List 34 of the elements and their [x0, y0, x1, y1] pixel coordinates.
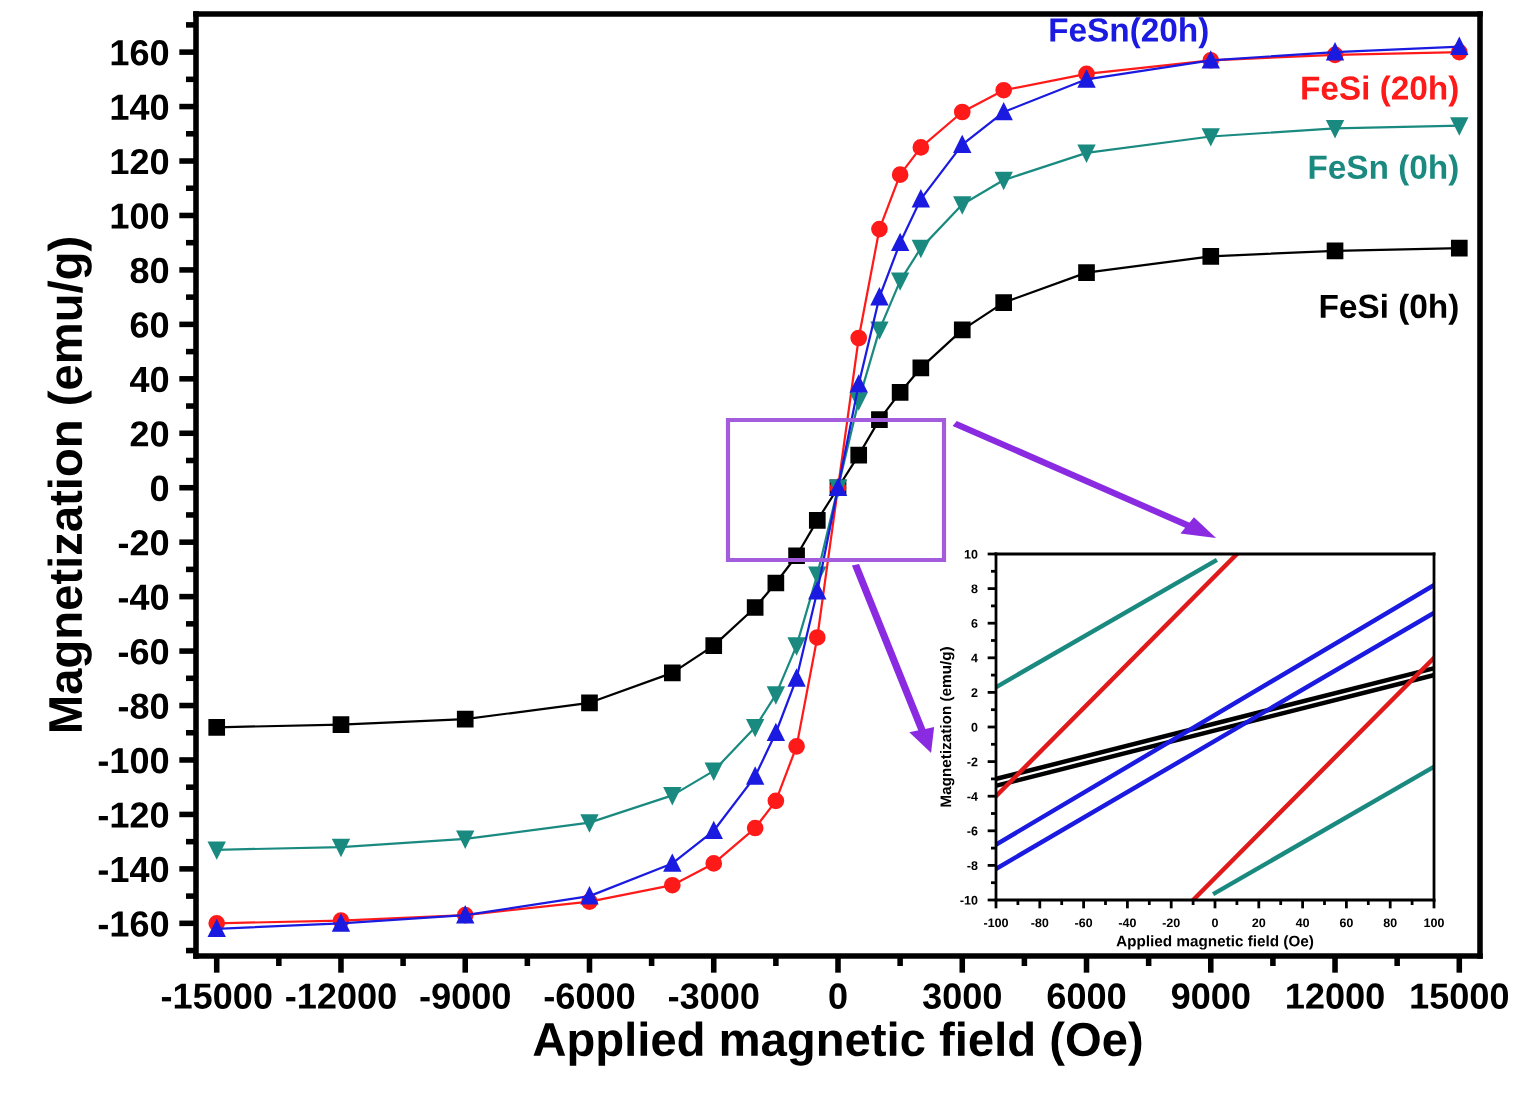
y-tick-label: 120: [111, 148, 169, 175]
y-tick-label: -60: [118, 638, 169, 665]
x-axis-title: Applied magnetic field (Oe): [533, 1021, 1142, 1066]
x-tick-label: 12000: [1287, 983, 1384, 1009]
x-tick-label: 6000: [1047, 983, 1126, 1009]
x-tick-label: 0: [829, 983, 847, 1009]
y-tick-label: -20: [118, 530, 169, 556]
y-tick-label: -100: [98, 747, 169, 774]
series-label: FeSn(20h): [1050, 17, 1208, 49]
y-tick-label: -80: [118, 693, 169, 719]
y-tick-label: -160: [98, 911, 169, 937]
y-tick-label: 160: [111, 39, 169, 66]
y-tick-label: 60: [130, 312, 169, 338]
y-tick-label: 40: [130, 366, 169, 393]
x-tick-label: 15000: [1411, 983, 1509, 1009]
y-tick-label: 80: [130, 257, 169, 284]
x-tick-label: -3000: [668, 983, 759, 1009]
series-label: FeSi (20h): [1302, 75, 1458, 107]
y-tick-label: -40: [118, 584, 169, 611]
x-tick-label: -12000: [286, 983, 396, 1009]
x-tick-label: 9000: [1171, 983, 1250, 1009]
x-tick-label: 3000: [922, 983, 1001, 1009]
series-label: FeSi (0h): [1320, 293, 1458, 325]
y-axis-title: Magnetization (emu/g): [47, 238, 92, 732]
y-tick-label: -140: [98, 856, 169, 883]
y-tick-label: 140: [111, 94, 169, 121]
y-tick-label: 100: [111, 203, 169, 229]
y-tick-label: 20: [130, 421, 169, 447]
x-tick-label: -15000: [161, 983, 272, 1009]
y-tick-label: 0: [150, 475, 169, 502]
y-tick-label: -120: [98, 802, 169, 828]
series-label: FeSn (0h): [1309, 154, 1458, 186]
x-tick-label: -6000: [544, 983, 635, 1009]
x-tick-label: -9000: [420, 983, 510, 1009]
